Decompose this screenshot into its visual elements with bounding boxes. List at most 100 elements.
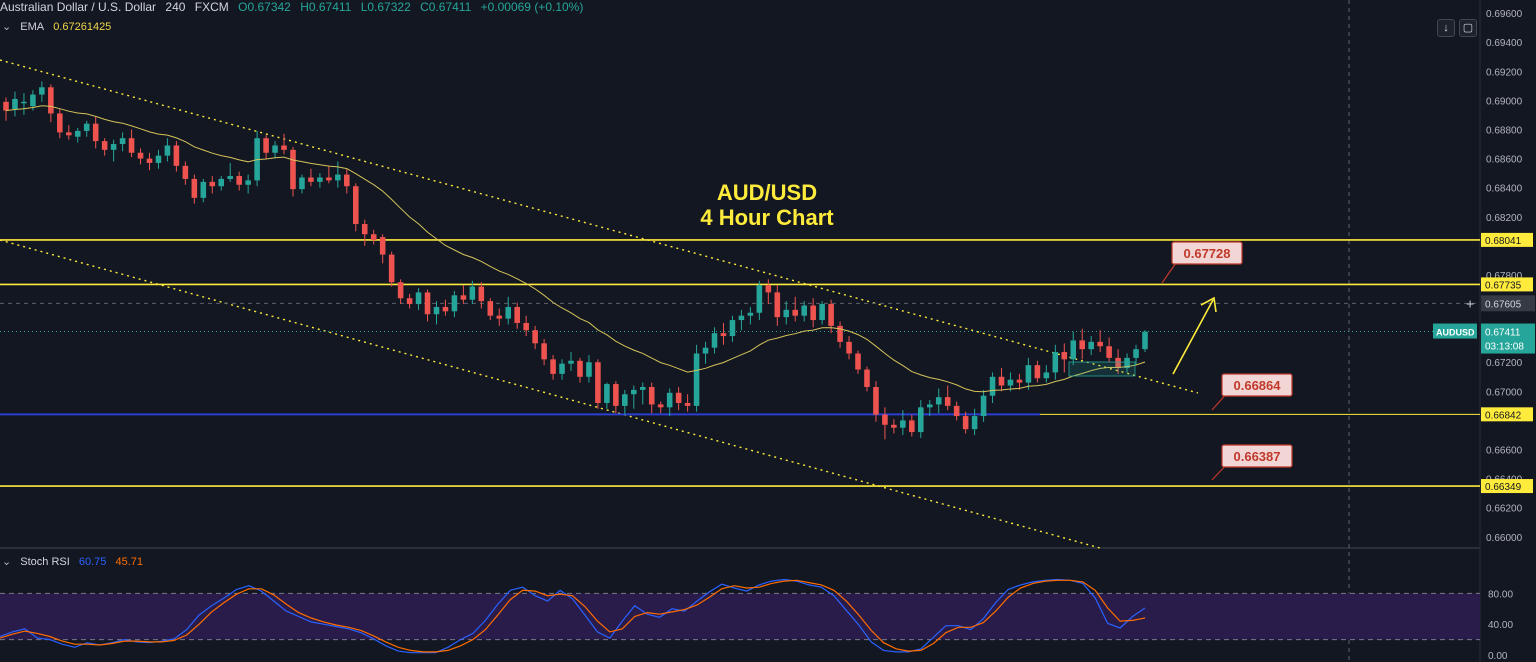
candle-body <box>675 392 682 403</box>
candle-body <box>918 407 924 433</box>
candle-body <box>39 87 45 95</box>
price-tick-label: 0.67200 <box>1486 358 1523 369</box>
candle-body <box>496 315 503 319</box>
candle-body <box>711 333 718 348</box>
candle-body <box>272 145 278 153</box>
chevron-down-icon[interactable]: ⌄ <box>2 556 12 568</box>
low-value: L0.67322 <box>360 0 411 14</box>
candle-body <box>998 376 1005 386</box>
candle-body <box>101 141 108 150</box>
candle-body <box>568 360 574 364</box>
candle-body <box>765 285 772 293</box>
candle-body <box>837 325 843 342</box>
candle-body <box>236 176 242 185</box>
candle-body <box>191 178 198 198</box>
candle-body <box>631 389 637 395</box>
candle-body <box>361 224 368 235</box>
candle-body <box>397 282 404 299</box>
callout-box <box>1221 444 1293 468</box>
candle-body <box>747 312 754 316</box>
candle-body <box>173 145 180 166</box>
data-source: FXCM <box>194 0 229 14</box>
candle-body <box>12 98 18 110</box>
change-value: +0.00069 (+0.10%) <box>480 0 584 14</box>
candle-body <box>810 305 816 321</box>
lower-trendline <box>0 239 1101 549</box>
price-tick-label: 0.66000 <box>1486 533 1523 544</box>
candle-body <box>514 306 520 323</box>
projection-arrow <box>1172 299 1214 375</box>
chart-title: 4 Hour Chart <box>700 205 834 230</box>
stoch-k-line <box>0 578 1146 654</box>
candle-body <box>864 369 870 387</box>
ema-legend[interactable]: ⌄ EMA 0.67261425 <box>2 20 111 33</box>
level-price-tag <box>1481 277 1533 292</box>
chevron-down-icon[interactable]: ⌄ <box>2 21 12 33</box>
candle-body <box>523 322 529 331</box>
level-price-tag <box>1481 407 1533 422</box>
candle-body <box>1025 365 1032 383</box>
ema-line <box>5 105 1146 393</box>
level-price-label: 0.66349 <box>1485 482 1522 493</box>
high-value: H0.67411 <box>300 0 352 14</box>
candle-body <box>657 404 664 408</box>
level-price-tag <box>1481 232 1533 247</box>
candle-body <box>971 416 978 430</box>
level-price-label: 0.67735 <box>1485 280 1522 291</box>
stoch-band <box>0 593 1480 640</box>
candle-body <box>317 177 323 182</box>
candle-body <box>828 304 834 326</box>
level-price-label: 0.66842 <box>1485 410 1522 421</box>
crosshair-price-tag <box>1481 295 1535 312</box>
candle-body <box>702 347 709 354</box>
arrow-head-icon <box>1200 296 1217 313</box>
candle-body <box>155 155 162 163</box>
candle-body <box>424 292 431 315</box>
price-tick-label: 0.67000 <box>1486 387 1523 398</box>
symbol-tag <box>1433 323 1477 339</box>
callout-box <box>1221 373 1293 397</box>
candle-body <box>1124 357 1130 369</box>
candle-body <box>290 149 296 190</box>
candle-body <box>281 145 287 150</box>
candle-body <box>1043 372 1050 379</box>
candle-body <box>478 286 485 302</box>
candle-body <box>980 395 987 417</box>
candle-body <box>756 285 763 313</box>
callout-box <box>1171 241 1243 265</box>
candle-body <box>550 359 556 374</box>
stoch-d-line <box>0 579 1146 653</box>
stoch-d-value: 45.71 <box>115 556 143 568</box>
candle-body <box>245 180 251 185</box>
candle-body <box>344 174 350 187</box>
last-price-tag <box>1481 323 1535 354</box>
candle-body <box>48 87 54 114</box>
candle-body <box>1079 340 1086 350</box>
candle-body <box>783 309 790 318</box>
candle-body <box>1106 346 1112 358</box>
candle-body <box>846 341 852 354</box>
candle-body <box>953 405 960 417</box>
candle-body <box>182 165 189 179</box>
candle-body <box>729 320 736 337</box>
arrow-down-icon[interactable]: ↓ <box>1437 19 1455 37</box>
maximize-icon[interactable]: ▢ <box>1459 19 1477 37</box>
candle-body <box>1052 352 1059 373</box>
price-tick-label: 0.68800 <box>1486 125 1523 136</box>
candle-body <box>415 292 422 305</box>
consolidation-box <box>1068 361 1136 377</box>
candle-body <box>1016 379 1023 383</box>
candle-body <box>586 362 592 377</box>
candle-body <box>1070 340 1077 360</box>
candle-body <box>909 420 915 433</box>
candle-body <box>30 94 36 107</box>
candle-body <box>451 295 458 312</box>
candle-body <box>774 292 781 318</box>
stoch-legend[interactable]: ⌄ Stoch RSI 60.75 45.71 <box>2 555 143 568</box>
stoch-name: Stoch RSI <box>20 556 70 568</box>
candle-body <box>989 376 996 396</box>
last-price-label: 0.67411 <box>1485 328 1521 339</box>
